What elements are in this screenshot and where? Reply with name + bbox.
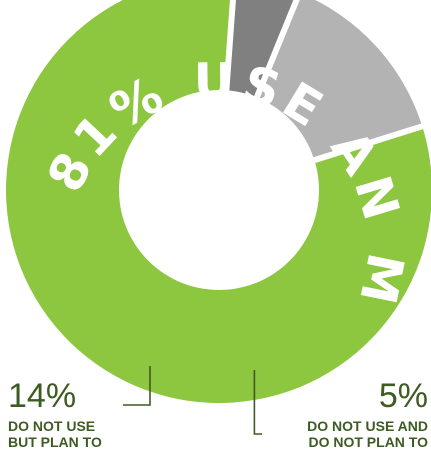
label-14pct-line-1: DO NOT USE xyxy=(8,418,95,434)
label-5pct-line-1: DO NOT USE AND xyxy=(307,418,428,434)
slice-not-use-plan xyxy=(259,0,422,158)
percent-label-5pct: 5% xyxy=(379,377,428,415)
slice-use-msp xyxy=(6,0,431,403)
label-5pct-line-2: DO NOT PLAN TO xyxy=(308,434,428,450)
label-14pct-line-2: BUT PLAN TO xyxy=(8,434,102,450)
leader-line-14pct xyxy=(123,366,151,406)
leader-line-5pct xyxy=(253,370,262,435)
slice-not-use-no-plan xyxy=(229,0,294,97)
percent-label-14pct: 14% xyxy=(8,377,76,415)
